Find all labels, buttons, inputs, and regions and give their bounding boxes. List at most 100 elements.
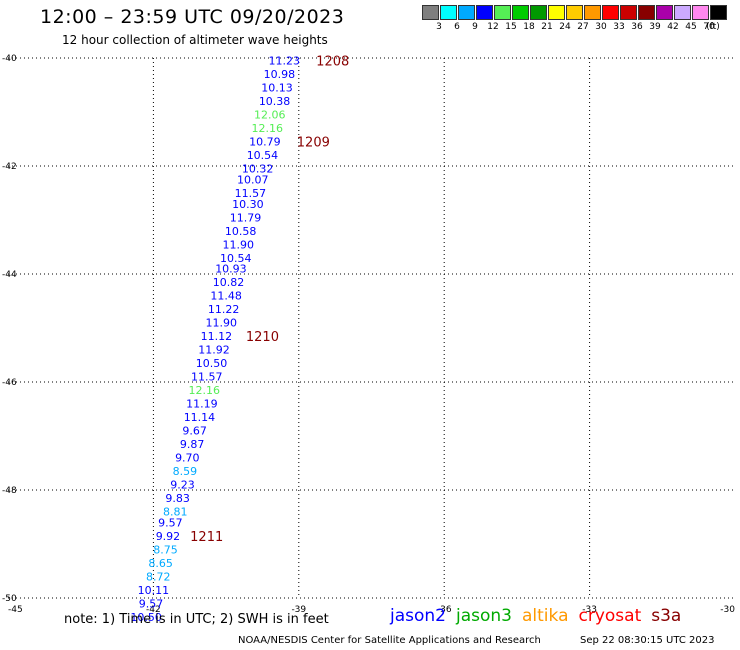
scale-swatch [584,5,601,20]
scale-label: 27 [577,22,589,32]
scale-swatch [494,5,511,20]
wave-height-point: 9.23 [170,479,195,492]
wave-height-point: 12.16 [252,122,284,135]
scale-label: 12 [487,22,499,32]
time-label: 1211 [190,530,223,545]
wave-height-point: 9.92 [156,530,181,543]
legend-item-jason2: jason2 [390,606,446,626]
scale-swatch [602,5,619,20]
wave-height-point: 10.54 [220,252,252,265]
wave-height-point: 10.13 [261,82,293,95]
wave-height-point: 10.54 [247,149,279,162]
x-tick-label: -30 [720,605,735,615]
y-tick-label: -50 [2,594,17,604]
note-text: note: 1) Time is in UTC; 2) SWH is in fe… [64,612,329,627]
legend-item-cryosat: cryosat [578,606,642,626]
wave-height-point: 9.67 [182,425,207,438]
x-tick-label: -45 [8,605,23,615]
footer-timestamp: Sep 22 08:30:15 UTC 2023 [580,635,715,646]
scale-unit: (ft) [706,22,720,32]
scale-swatch [638,5,655,20]
y-tick-label: -46 [2,378,17,388]
x-tick-label: -42 [146,605,161,615]
scale-label: 33 [613,22,625,32]
y-tick-label: -40 [2,54,17,64]
wave-height-point: 10.58 [225,225,257,238]
wave-height-point: 11.90 [222,238,254,251]
color-scale: 3 6 9 12 15 18 21 24 27 30 33 36 39 42 45 70 (ft) [422,5,740,37]
wave-height-point: 11.48 [210,290,242,303]
scale-label: 70 [703,22,715,32]
wave-height-point: 12.06 [254,109,286,122]
wave-height-point: 10.93 [215,263,247,276]
wave-height-point: 9.57 [139,597,164,610]
scale-label: 18 [523,22,535,32]
wave-height-point: 11.57 [235,187,267,200]
wave-height-point: 10.79 [249,136,281,149]
chart-title: 12:00 – 23:59 UTC 09/20/2023 [40,6,345,28]
wave-height-point: 8.81 [163,506,188,519]
scale-swatch [458,5,475,20]
wave-height-point: 9.57 [158,516,183,529]
wave-height-point: 10.07 [237,174,269,187]
satellite-legend: jason2 jason3 altika cryosat s3a [390,606,691,626]
scale-swatch [530,5,547,20]
scale-swatch [620,5,637,20]
wave-height-point: 11.57 [191,371,223,384]
wave-height-point: 11.90 [206,317,238,330]
scale-label: 15 [505,22,517,32]
x-tick-label: -36 [437,605,452,615]
wave-height-point: 10.82 [213,276,245,289]
scale-label: 36 [631,22,643,32]
scale-label: 39 [649,22,661,32]
scale-label: 6 [454,22,460,32]
scale-swatch [710,5,727,20]
scale-label: 42 [667,22,679,32]
wave-height-point: 10.30 [232,198,264,211]
scale-swatch [512,5,529,20]
scale-swatch [476,5,493,20]
wave-height-point: 9.83 [165,492,190,505]
wave-height-point: 12.16 [189,384,221,397]
wave-height-point: 10.50 [196,357,228,370]
scale-swatch [674,5,691,20]
time-label: 1208 [316,55,349,70]
wave-height-point: 8.59 [173,465,198,478]
y-tick-label: -42 [2,162,17,172]
wave-height-point: 11.23 [269,55,301,68]
wave-height-point: 10.32 [242,163,274,176]
chart-subtitle: 12 hour collection of altimeter wave hei… [62,33,328,47]
scale-label: 45 [685,22,697,32]
scale-swatch [422,5,439,20]
legend-item-s3a: s3a [651,606,682,626]
wave-height-point: 8.75 [153,543,178,556]
scale-swatch [440,5,457,20]
wave-height-point: 11.12 [201,330,233,343]
x-tick-label: -39 [291,605,306,615]
wave-height-point: 11.22 [208,303,240,316]
wave-height-point: 9.87 [180,438,205,451]
scale-swatch [656,5,673,20]
legend-item-altika: altika [522,606,569,626]
wave-height-point: 9.70 [175,452,200,465]
wave-height-point: 11.14 [184,411,216,424]
footer-source: NOAA/NESDIS Center for Satellite Applica… [238,635,541,646]
wave-height-point: 8.72 [146,570,171,583]
legend-item-jason3: jason3 [456,606,512,626]
scale-label: 21 [541,22,553,32]
scale-label: 24 [559,22,571,32]
wave-height-point: 10.38 [259,95,291,108]
wave-height-point: 11.19 [186,398,218,411]
wave-height-point: 8.65 [148,557,173,570]
time-label: 1210 [246,330,279,345]
time-label: 1209 [297,136,330,151]
scale-swatch [548,5,565,20]
wave-height-point: 10.50 [130,611,162,624]
scale-label: 9 [472,22,478,32]
y-tick-label: -48 [2,486,17,496]
x-tick-label: -33 [582,605,597,615]
wave-height-point: 10.98 [264,68,296,81]
scale-swatch [566,5,583,20]
wave-height-point: 11.79 [230,211,262,224]
